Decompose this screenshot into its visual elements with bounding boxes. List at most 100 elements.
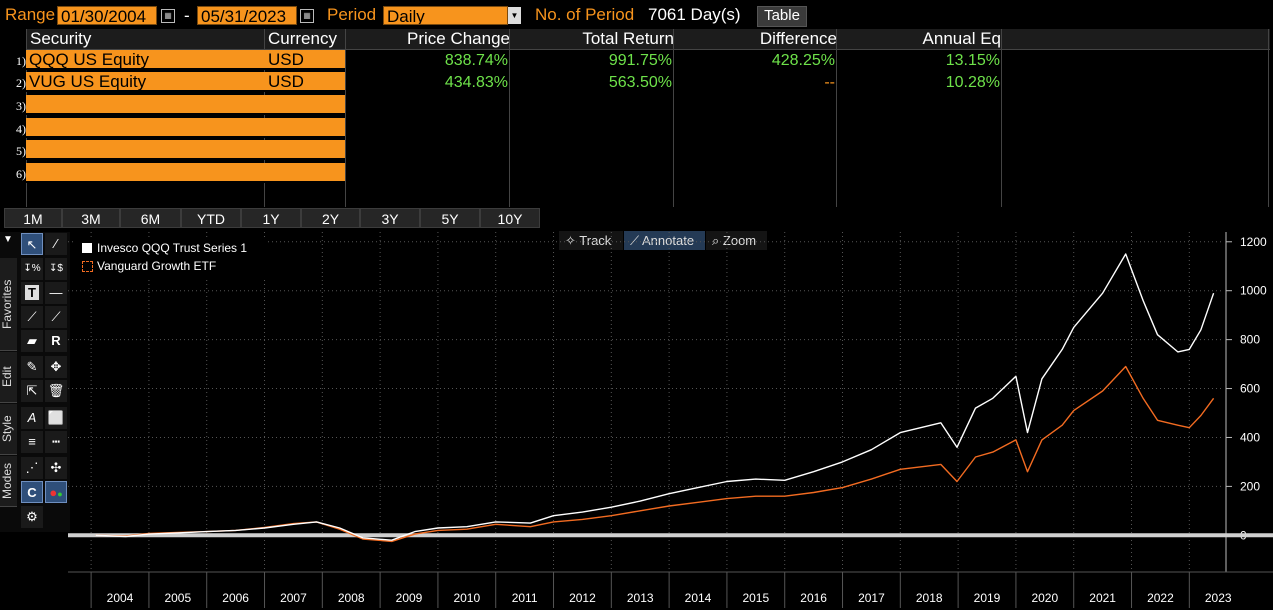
pencil-menu-icon[interactable]: ⁄ (45, 233, 67, 255)
r-tool-icon[interactable]: R (45, 330, 67, 352)
y-tick-label: 1200 (1240, 235, 1267, 249)
col-security[interactable]: Security (30, 29, 92, 48)
total-return-value: 563.50% (608, 74, 672, 91)
pointer-icon[interactable]: ⇱ (21, 380, 43, 402)
text-icon[interactable]: T (21, 282, 43, 304)
dollar-change-icon[interactable]: ↧$ (45, 258, 67, 280)
trend-line-2-icon[interactable]: ⟋ (45, 306, 67, 328)
period-6m-button[interactable]: 6M (120, 208, 181, 228)
divider (1268, 29, 1269, 207)
period-ytd-button[interactable]: YTD (181, 208, 241, 228)
currency-cell[interactable] (265, 95, 345, 115)
channel-icon[interactable]: ▰ (21, 330, 43, 352)
font-icon[interactable]: A (21, 407, 43, 429)
x-tick-label: 2008 (338, 591, 365, 605)
x-tick-label: 2011 (512, 591, 538, 605)
col-annual-eq[interactable]: Annual Eq (922, 29, 1001, 48)
period-3y-button[interactable]: 3Y (360, 208, 420, 228)
cursor-icon[interactable]: ↖ (21, 233, 43, 255)
security-cell[interactable] (26, 118, 265, 138)
start-date-field[interactable]: 01/30/2004 (57, 6, 157, 25)
annotate-label: Annotate (642, 233, 695, 248)
period-2y-button[interactable]: 2Y (301, 208, 360, 228)
row-number: 2) (16, 76, 26, 90)
color-icon[interactable]: ⬜ (45, 407, 67, 429)
x-tick-label: 2023 (1205, 591, 1232, 605)
y-tick-label: 600 (1240, 382, 1260, 396)
start-calendar-icon[interactable]: ▦ (161, 9, 175, 23)
x-tick-label: 2015 (742, 591, 769, 605)
collapse-icon[interactable]: ▼ (3, 234, 13, 245)
legend-swatch-qqq (82, 243, 92, 253)
period-1m-button[interactable]: 1M (4, 208, 62, 228)
line-style-icon[interactable]: ┅ (45, 431, 67, 453)
pct-change-icon[interactable]: ↧% (21, 258, 43, 280)
divider (345, 29, 346, 207)
palette-icon[interactable]: ●● (45, 481, 67, 503)
x-tick-label: 2012 (569, 591, 596, 605)
x-tick-label: 2004 (107, 591, 134, 605)
line-icon[interactable]: — (45, 282, 67, 304)
reset-icon[interactable]: C (21, 481, 43, 503)
series-line-vug (95, 365, 1215, 543)
zoom-button[interactable]: ⌕ Zoom (706, 231, 767, 250)
annotate-icon: ⟋ (630, 233, 642, 248)
period-3m-button[interactable]: 3M (62, 208, 120, 228)
y-tick-label: 1000 (1240, 284, 1267, 298)
security-cell[interactable] (26, 163, 265, 183)
range-label: Range (5, 5, 56, 24)
trend-line-icon[interactable]: ⟋ (21, 306, 43, 328)
col-total-return[interactable]: Total Return (582, 29, 674, 48)
hand-tool-icon[interactable]: ✣ (45, 457, 67, 479)
table-header (26, 29, 1270, 50)
draw-icon[interactable]: ✎ (21, 356, 43, 378)
y-tick-label: 800 (1240, 333, 1260, 347)
x-tick-label: 2017 (858, 591, 885, 605)
price-change-value: 838.74% (444, 52, 508, 69)
annual-eq-value: 10.28% (945, 74, 1000, 91)
legend-label-vug: Vanguard Growth ETF (97, 259, 217, 273)
annotate-button[interactable]: ⟋ Annotate (624, 231, 705, 250)
security-cell[interactable] (26, 95, 265, 115)
col-difference[interactable]: Difference (759, 29, 837, 48)
row-number: 4) (16, 122, 26, 136)
price-chart[interactable]: 2004 2005 2006 2007 2008 2009 2010 2011 2012 2013… (0, 228, 1273, 610)
crosshair-icon: ✧ (565, 233, 580, 248)
currency-cell[interactable] (265, 140, 345, 160)
period-10y-button[interactable]: 10Y (480, 208, 540, 228)
line-weight-icon[interactable]: ≡ (21, 431, 43, 453)
period-5y-button[interactable]: 5Y (420, 208, 480, 228)
period-dropdown-icon[interactable]: ▼ (508, 7, 521, 24)
end-date-field[interactable]: 05/31/2023 (197, 6, 297, 25)
security-cell[interactable] (26, 140, 265, 160)
end-calendar-icon[interactable]: ▦ (300, 9, 314, 23)
security-cell[interactable]: VUG US Equity (26, 72, 265, 92)
x-tick-label: 2022 (1147, 591, 1174, 605)
num-period-value: 7061 Day(s) (648, 5, 741, 24)
table-button[interactable]: Table (757, 6, 807, 27)
x-tick-label: 2019 (974, 591, 1001, 605)
trash-icon[interactable]: 🗑 (45, 380, 67, 402)
col-currency[interactable]: Currency (268, 29, 337, 48)
currency-cell[interactable]: USD (265, 50, 345, 70)
x-tick-label: 2010 (453, 591, 480, 605)
x-tick-label: 2005 (164, 591, 191, 605)
crosshair-icon[interactable]: ⋰ (21, 457, 43, 479)
track-button[interactable]: ✧ Track (559, 231, 623, 250)
currency-cell[interactable]: USD (265, 72, 345, 92)
period-select[interactable]: Daily (383, 6, 508, 25)
x-tick-label: 2021 (1089, 591, 1116, 605)
move-icon[interactable]: ✥ (45, 356, 67, 378)
period-1y-button[interactable]: 1Y (241, 208, 301, 228)
x-tick-label: 2020 (1031, 591, 1058, 605)
settings-icon[interactable]: ⚙ (21, 506, 43, 528)
col-price-change[interactable]: Price Change (406, 29, 510, 48)
currency-cell[interactable] (265, 118, 345, 138)
x-tick-label: 2009 (396, 591, 423, 605)
track-label: Track (579, 233, 612, 248)
divider (836, 29, 837, 207)
security-cell[interactable]: QQQ US Equity (26, 50, 265, 70)
divider (1001, 29, 1002, 207)
currency-cell[interactable] (265, 163, 345, 183)
zoom-icon: ⌕ (712, 233, 723, 248)
